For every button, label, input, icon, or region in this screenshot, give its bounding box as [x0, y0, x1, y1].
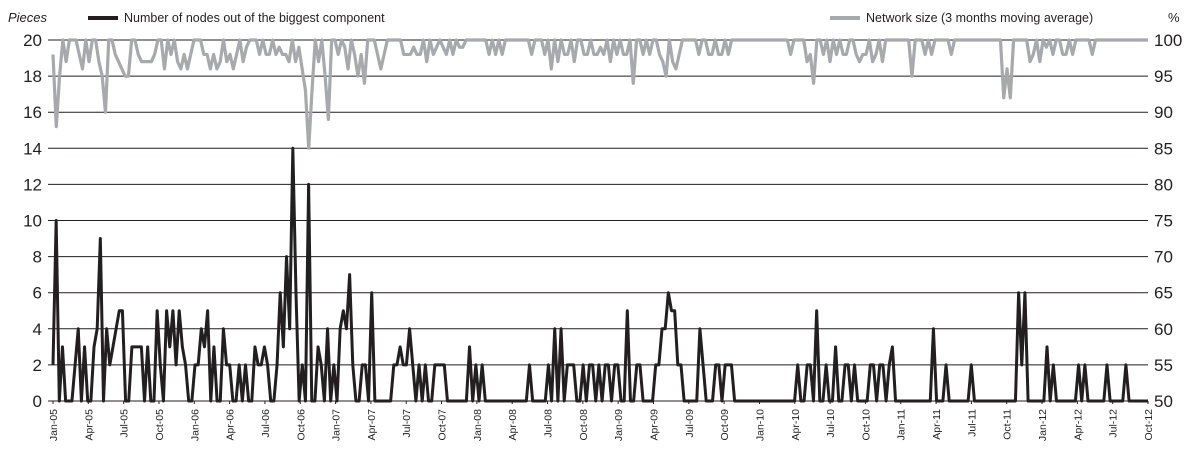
x-tick-label: Jul-11: [966, 409, 978, 437]
x-tick-label: Apr-05: [83, 409, 95, 441]
left-axis-unit: Pieces: [8, 10, 48, 25]
right-tick-label: 100: [1154, 31, 1182, 50]
x-tick-label: Jan-05: [48, 409, 60, 441]
right-tick-label: 85: [1154, 139, 1173, 158]
x-tick-label: Jan-09: [613, 409, 625, 441]
x-tick-label: Jul-07: [401, 409, 413, 438]
x-tick-label: Apr-11: [931, 409, 943, 440]
x-tick-label: Jan-06: [189, 409, 201, 441]
x-tick-label: Jul-05: [119, 409, 131, 438]
left-tick-label: 20: [23, 31, 42, 50]
x-tick-label: Oct-08: [578, 409, 590, 441]
x-tick-label: Apr-09: [648, 409, 660, 441]
x-tick-label: Apr-08: [507, 409, 519, 441]
series-lines: [51, 38, 1148, 403]
x-tick-label: Jan-08: [472, 409, 484, 441]
x-tick-label: Apr-06: [225, 409, 237, 441]
left-tick-label: 4: [33, 320, 42, 339]
x-tick-label: Oct-12: [1143, 409, 1155, 441]
x-tick-label: Jul-12: [1108, 409, 1120, 438]
x-tick-label: Jan-07: [331, 409, 343, 441]
right-tick-label: 90: [1154, 103, 1173, 122]
right-axis-unit: %: [1168, 10, 1180, 25]
x-tick-label: Oct-07: [437, 409, 449, 441]
legend-label-network-size: Network size (3 months moving average): [866, 11, 1093, 25]
right-tick-label: 55: [1154, 356, 1173, 375]
right-tick-label: 95: [1154, 67, 1173, 86]
x-tick-label: Oct-10: [860, 409, 872, 441]
gridlines: [48, 39, 1148, 402]
x-tick-label: Apr-07: [366, 409, 378, 441]
left-tick-label: 18: [23, 67, 42, 86]
x-tick-label: Jan-11: [896, 409, 908, 440]
left-tick-label: 10: [23, 212, 42, 231]
right-tick-label: 75: [1154, 212, 1173, 231]
x-tick-label: Oct-09: [719, 409, 731, 441]
left-tick-label: 2: [33, 356, 42, 375]
right-tick-label: 70: [1154, 248, 1173, 267]
x-tick-label: Oct-11: [1002, 409, 1014, 440]
x-tick-label: Oct-06: [295, 409, 307, 441]
x-tick-label: Jan-12: [1037, 409, 1049, 441]
x-tick-label: Apr-10: [790, 409, 802, 441]
legend-label-nodes: Number of nodes out of the biggest compo…: [124, 11, 385, 25]
x-tick-label: Apr-12: [1072, 409, 1084, 441]
right-tick-label: 50: [1154, 392, 1173, 411]
x-tick-label: Jul-08: [543, 409, 555, 438]
axes: 0 2 4 6 8 10 12 14 16 18 20 50 55 60 65 70 75 80 85 90 95 100…: [23, 31, 1182, 441]
right-tick-label: 60: [1154, 320, 1173, 339]
x-tick-label: Jan-10: [754, 409, 766, 441]
left-tick-label: 16: [23, 103, 42, 122]
x-tick-label: Jul-09: [684, 409, 696, 438]
left-tick-label: 14: [23, 139, 42, 158]
series-line-nodes: [51, 146, 1148, 403]
legend: Number of nodes out of the biggest compo…: [88, 11, 1093, 25]
series-line-network-size: [51, 38, 1148, 150]
right-tick-label: 65: [1154, 284, 1173, 303]
left-tick-label: 8: [33, 248, 42, 267]
left-tick-label: 12: [23, 175, 42, 194]
left-tick-label: 6: [33, 284, 42, 303]
x-tick-label: Oct-05: [154, 409, 166, 441]
left-tick-label: 0: [33, 392, 42, 411]
right-tick-label: 80: [1154, 175, 1173, 194]
x-tick-label: Jul-10: [825, 409, 837, 438]
x-tick-label: Jul-06: [260, 409, 272, 438]
